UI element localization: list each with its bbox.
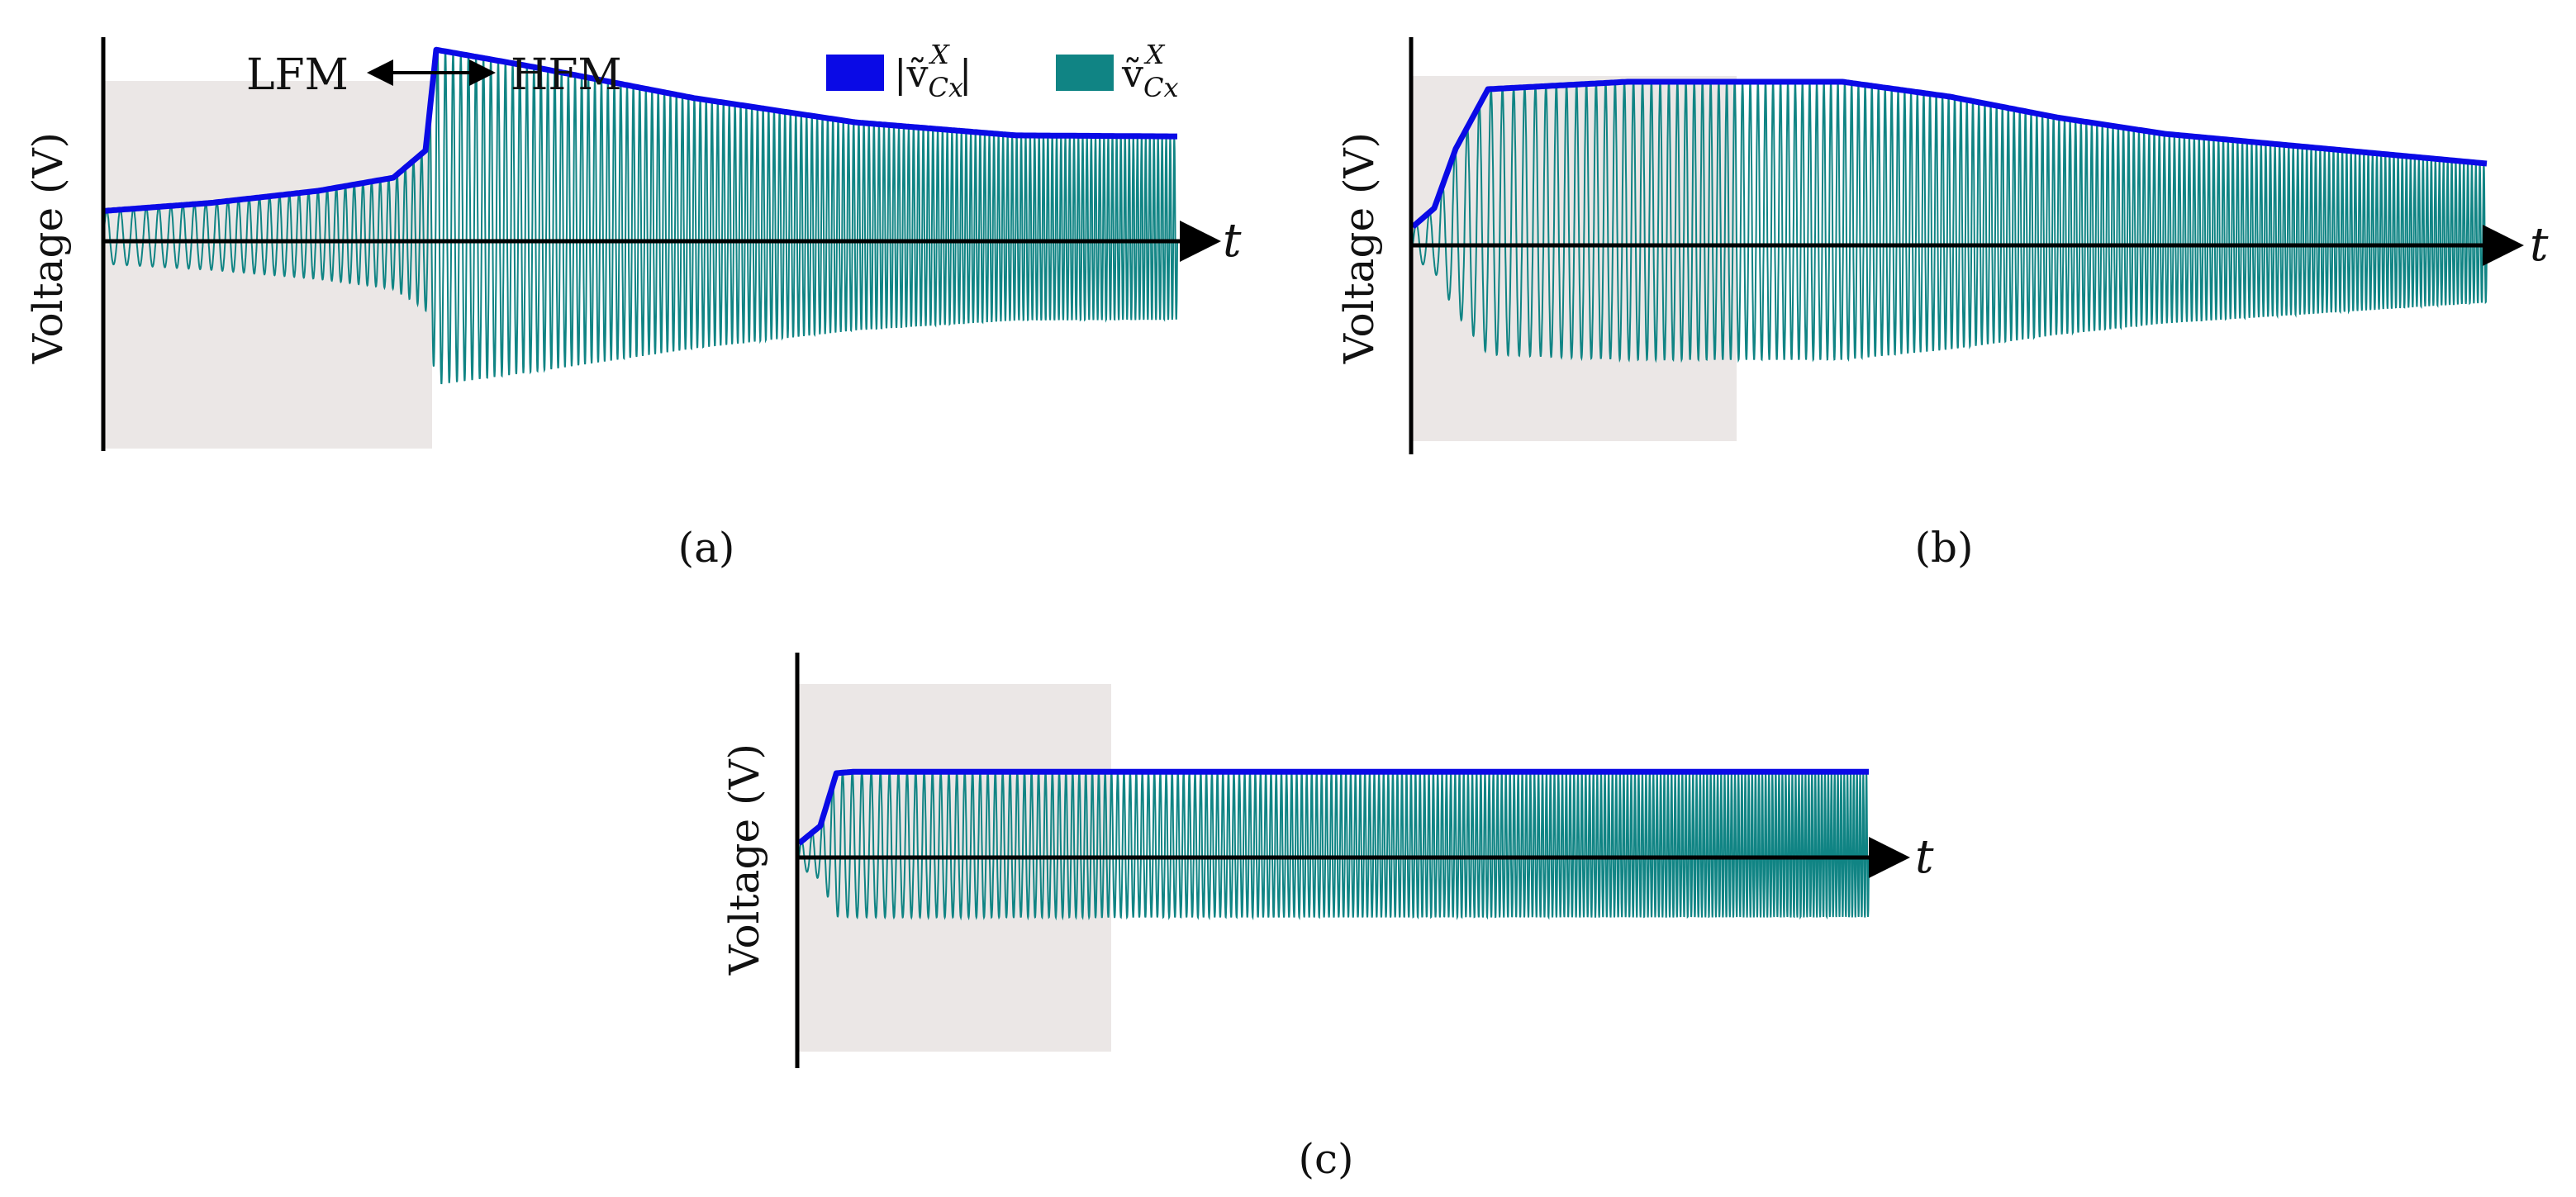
legend-envelope-label: |ṽCxX | — [894, 39, 972, 103]
panel-b: t Voltage (V) (b) — [1335, 37, 2549, 572]
hfm-label: HFM — [511, 50, 622, 100]
signal-waveform — [1412, 78, 2488, 363]
legend-signal-swatch — [1056, 55, 1114, 91]
envelope-line-c — [796, 768, 1870, 846]
y-axis-label-a: Voltage (V) — [24, 132, 72, 364]
legend: |ṽCxX | ṽCxX — [826, 39, 1179, 103]
envelope-line-b — [1410, 78, 2488, 230]
signal-trace-b — [1412, 78, 2488, 363]
legend-signal-label: ṽCxX — [1121, 39, 1179, 103]
y-axis-label-c: Voltage (V) — [720, 743, 768, 976]
panel-label-b: (b) — [1914, 524, 1973, 572]
t-axis-label-a: t — [1223, 214, 1242, 268]
signal-waveform — [798, 768, 1870, 921]
panel-label-a: (a) — [678, 524, 735, 572]
t-axis-label-b: t — [2530, 218, 2549, 272]
signal-waveform — [102, 50, 1178, 385]
envelope-line-a — [102, 46, 1178, 214]
panel-c: t Voltage (V) (c) — [720, 653, 1934, 1183]
t-axis-label-c: t — [1915, 830, 1934, 884]
signal-trace-c — [798, 768, 1870, 921]
signal-trace-a — [102, 50, 1178, 385]
panel-a: t Voltage (V) LFM HFM |ṽCxX | ṽCxX (a) — [24, 37, 1242, 572]
legend-envelope-swatch — [826, 55, 884, 91]
lfm-label: LFM — [246, 50, 349, 100]
panel-label-c: (c) — [1298, 1135, 1353, 1183]
y-axis-label-b: Voltage (V) — [1335, 132, 1383, 364]
